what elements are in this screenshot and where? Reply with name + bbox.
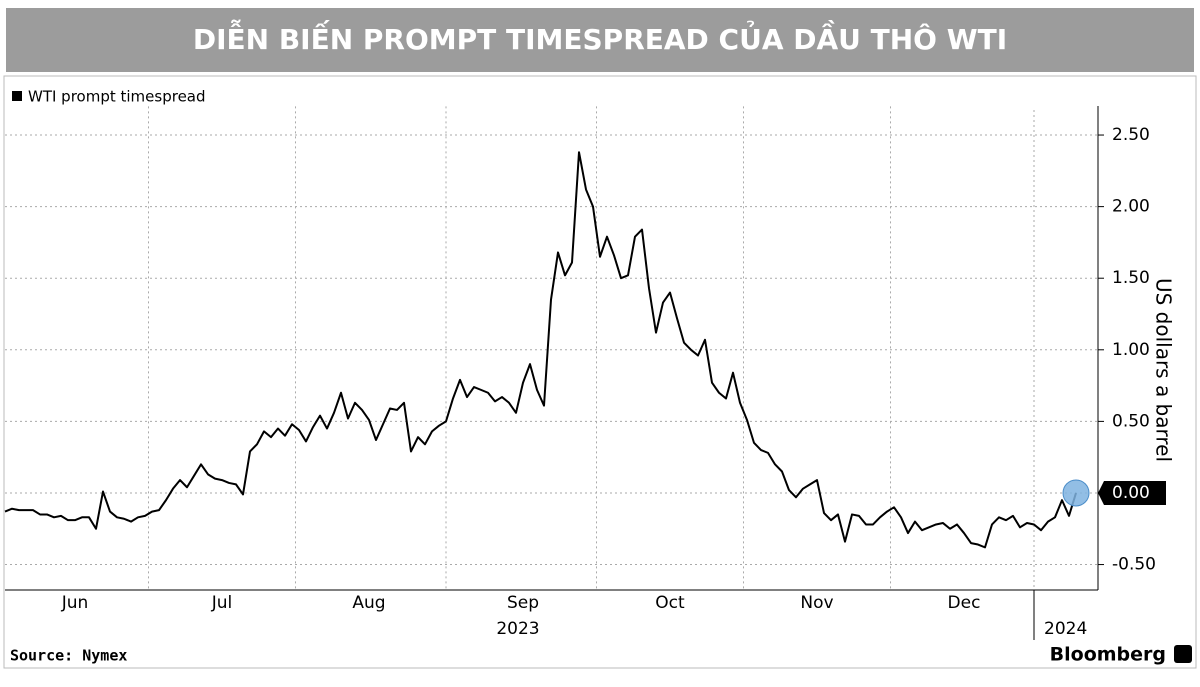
x-tick-label: Dec (948, 593, 981, 613)
plot: -0.50 0.00 0.50 1.00 1.50 2.00 2.50 Jun Jul Aug Se… (4, 106, 1166, 613)
x-tick-label: Aug (352, 593, 385, 613)
frame (3, 75, 1197, 669)
last-value-tag (1098, 480, 1166, 505)
y-tick-label: 0.50 (1112, 411, 1150, 431)
legend-swatch (12, 91, 22, 101)
x-tick-label: Oct (655, 593, 685, 613)
last-point-marker (1062, 479, 1090, 507)
brand: Bloomberg (1050, 644, 1166, 666)
y-tick-label: -0.50 (1112, 555, 1156, 575)
series-line (4, 151, 1077, 549)
title-banner (6, 8, 1194, 72)
y-tick-label: 1.50 (1112, 268, 1150, 288)
year-label: 2023 (496, 619, 539, 639)
legend-label: WTI prompt timespread (28, 88, 206, 106)
chart-title: DIỄN BIẾN PROMPT TIMESPREAD CỦA DẦU THÔ … (193, 18, 1007, 56)
y-tick-label: 2.50 (1112, 125, 1150, 145)
year-label: 2024 (1044, 619, 1087, 639)
y-tick-label: 0.00 (1112, 483, 1150, 503)
brand-icon (1174, 645, 1192, 663)
x-tick-label: Jul (211, 593, 233, 613)
y-axis-title: US dollars a barrel (1152, 278, 1176, 462)
x-tick-label: Jun (61, 593, 89, 613)
y-tick-label: 1.00 (1112, 340, 1150, 360)
x-tick-label: Nov (800, 593, 833, 613)
x-tick-label: Sep (507, 593, 539, 613)
source: Source: Nymex (10, 647, 127, 665)
y-tick-label: 2.00 (1112, 197, 1150, 217)
